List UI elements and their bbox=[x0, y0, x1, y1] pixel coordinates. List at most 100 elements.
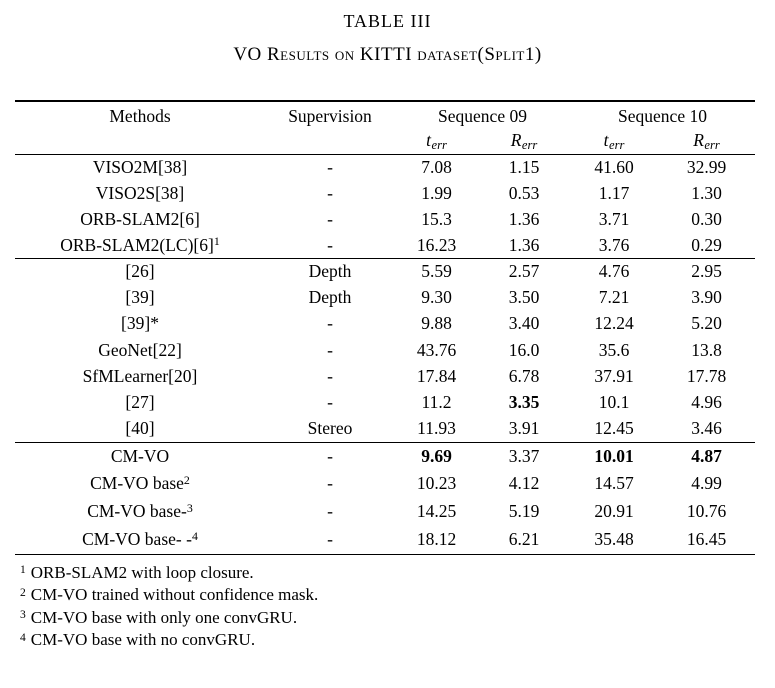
footnote: 4 CM-VO base with no convGRU. bbox=[20, 629, 775, 652]
value-cell: 41.60 bbox=[594, 156, 634, 177]
col-header-rerr-10: Rerr bbox=[693, 130, 720, 153]
value-cell: 9.69 bbox=[421, 445, 452, 466]
value-cell: 11.93 bbox=[417, 417, 456, 438]
value-cell: 18.12 bbox=[416, 529, 457, 550]
value-cell: 0.30 bbox=[691, 208, 722, 229]
method-cell: [26] bbox=[125, 261, 155, 282]
value-cell: 1.30 bbox=[691, 182, 722, 203]
footnote-text: CM-VO base with no convGRU. bbox=[30, 630, 256, 650]
col-header-supervision: Supervision bbox=[288, 106, 372, 126]
col-header-methods: Methods bbox=[109, 106, 171, 126]
value-cell: 4.87 bbox=[691, 445, 722, 466]
value-cell: 16.23 bbox=[416, 234, 457, 255]
value-cell: 3.37 bbox=[508, 445, 540, 466]
table-row: GeoNet[22] - 43.76 16.0 35.6 13.8 bbox=[15, 337, 755, 363]
value-cell: 17.84 bbox=[416, 365, 457, 386]
footnote-marker: 4 bbox=[20, 630, 26, 644]
footnote: 1 ORB-SLAM2 with loop closure. bbox=[20, 562, 775, 585]
value-cell: 3.90 bbox=[691, 287, 722, 308]
supervision-cell: - bbox=[327, 156, 333, 177]
method-cell: CM-VO base2 bbox=[90, 472, 190, 494]
value-cell: 13.8 bbox=[691, 339, 722, 360]
value-cell: 35.48 bbox=[594, 529, 634, 550]
method-cell: [39] bbox=[125, 287, 155, 308]
table-row: [40] Stereo 11.93 3.91 12.45 3.46 bbox=[15, 416, 755, 442]
supervision-cell: Stereo bbox=[307, 417, 353, 438]
value-cell: 15.3 bbox=[421, 208, 452, 229]
supervision-cell: - bbox=[327, 365, 333, 386]
supervision-cell: - bbox=[327, 501, 333, 522]
method-cell: ORB-SLAM2[6] bbox=[80, 208, 200, 229]
value-cell: 37.91 bbox=[594, 365, 634, 386]
col-header-sequence-10: Sequence 10 bbox=[618, 106, 707, 126]
supervision-cell: - bbox=[327, 529, 333, 550]
col-header-rerr-09: Rerr bbox=[510, 130, 538, 153]
header-row-metrics: terr Rerr terr Rerr bbox=[15, 128, 755, 154]
value-cell: 4.76 bbox=[598, 261, 630, 282]
value-cell: 17.78 bbox=[686, 365, 727, 386]
value-cell: 1.99 bbox=[421, 182, 452, 203]
supervision-cell: - bbox=[327, 234, 333, 255]
value-cell: 6.78 bbox=[508, 365, 540, 386]
header-row-groups: Methods Supervision Sequence 09 Sequence… bbox=[15, 101, 755, 128]
value-cell: 3.76 bbox=[598, 234, 630, 255]
table-row: [39]* - 9.88 3.40 12.24 5.20 bbox=[15, 311, 755, 337]
value-cell: 12.45 bbox=[594, 417, 634, 438]
value-cell: 3.35 bbox=[508, 392, 540, 413]
table-row: ORB-SLAM2[6] - 15.3 1.36 3.71 0.30 bbox=[15, 206, 755, 232]
value-cell: 1.17 bbox=[598, 182, 630, 203]
value-cell: 9.30 bbox=[421, 287, 452, 308]
paper-page: TABLE III VO Results on KITTI dataset(Sp… bbox=[0, 11, 775, 652]
table-row: CM-VO - 9.69 3.37 10.01 4.87 bbox=[15, 442, 755, 470]
table-row: ORB-SLAM2(LC)[6]1 - 16.23 1.36 3.76 0.29 bbox=[15, 233, 755, 259]
value-cell: 32.99 bbox=[686, 156, 727, 177]
value-cell: 2.95 bbox=[691, 261, 722, 282]
supervision-cell: - bbox=[327, 445, 333, 466]
footnote-marker: 3 bbox=[20, 608, 26, 622]
table-group: [26] Depth 5.59 2.57 4.76 2.95 [39] Depth 9.30 3.… bbox=[15, 258, 755, 442]
value-cell: 5.19 bbox=[508, 501, 540, 522]
supervision-cell: - bbox=[327, 392, 333, 413]
method-footnote-marker: 3 bbox=[186, 500, 193, 515]
method-cell: ORB-SLAM2(LC)[6]1 bbox=[60, 234, 220, 255]
value-cell: 12.24 bbox=[594, 313, 634, 334]
value-cell: 16.45 bbox=[686, 529, 727, 550]
supervision-cell: - bbox=[327, 473, 333, 494]
supervision-cell: - bbox=[327, 339, 333, 360]
table-row: VISO2M[38] - 7.08 1.15 41.60 32.99 bbox=[15, 154, 755, 180]
spacer-cell bbox=[15, 128, 265, 154]
col-header-sequence-09: Sequence 09 bbox=[438, 106, 527, 126]
value-cell: 7.08 bbox=[421, 156, 452, 177]
value-cell: 5.20 bbox=[691, 313, 722, 334]
footnote-text: CM-VO base with only one convGRU. bbox=[30, 607, 298, 627]
table-caption: TABLE III VO Results on KITTI dataset(Sp… bbox=[0, 11, 775, 66]
value-cell: 10.1 bbox=[598, 392, 630, 413]
table-title: VO Results on KITTI dataset(Split1) bbox=[233, 44, 542, 65]
supervision-cell: - bbox=[327, 208, 333, 229]
method-footnote-marker: 2 bbox=[183, 472, 190, 487]
table-header: Methods Supervision Sequence 09 Sequence… bbox=[15, 101, 755, 154]
method-cell: [39]* bbox=[121, 313, 159, 334]
method-cell: [27] bbox=[125, 392, 155, 413]
table-row: VISO2S[38] - 1.99 0.53 1.17 1.30 bbox=[15, 180, 755, 206]
value-cell: 4.96 bbox=[691, 392, 722, 413]
value-cell: 0.53 bbox=[508, 182, 540, 203]
footnotes: 1 ORB-SLAM2 with loop closure. 2 CM-VO trai… bbox=[20, 562, 775, 652]
value-cell: 3.46 bbox=[691, 417, 722, 438]
method-cell: SfMLearner[20] bbox=[82, 365, 198, 386]
value-cell: 1.36 bbox=[508, 234, 540, 255]
supervision-cell: Depth bbox=[308, 261, 352, 282]
value-cell: 14.57 bbox=[594, 473, 634, 494]
method-cell: VISO2S[38] bbox=[95, 182, 185, 203]
value-cell: 7.21 bbox=[598, 287, 630, 308]
supervision-cell: - bbox=[327, 182, 333, 203]
table-row: [39] Depth 9.30 3.50 7.21 3.90 bbox=[15, 285, 755, 311]
table-row: CM-VO base- -4 - 18.12 6.21 35.48 16.45 bbox=[15, 526, 755, 554]
footnote-text: CM-VO trained without confidence mask. bbox=[30, 585, 319, 605]
value-cell: 11.2 bbox=[421, 392, 452, 413]
table-row: [26] Depth 5.59 2.57 4.76 2.95 bbox=[15, 259, 755, 285]
supervision-cell: Depth bbox=[308, 287, 352, 308]
value-cell: 4.12 bbox=[508, 473, 540, 494]
value-cell: 43.76 bbox=[416, 339, 457, 360]
value-cell: 20.91 bbox=[594, 501, 634, 522]
